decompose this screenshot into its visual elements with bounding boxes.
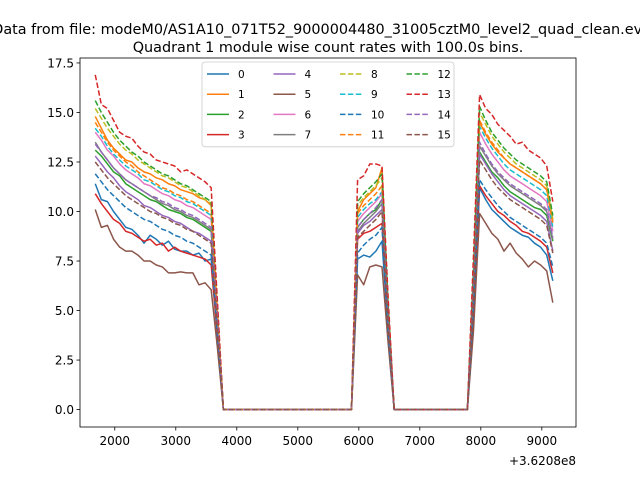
x-tick-label: 8000 <box>466 434 497 448</box>
figure-suptitle: Data from file: modeM0/AS1A10_071T52_900… <box>0 22 640 38</box>
series-line-3 <box>94 185 554 411</box>
x-offset-text: +3.6208e8 <box>509 454 576 468</box>
series-layer <box>94 74 554 411</box>
legend-box <box>201 61 455 148</box>
x-tick-label: 3000 <box>161 434 192 448</box>
series-line-10 <box>94 173 554 411</box>
legend-label-3: 3 <box>238 130 245 142</box>
y-tick-label: 15.0 <box>47 106 74 120</box>
legend-label-1: 1 <box>238 89 245 101</box>
x-tick-label: 7000 <box>405 434 436 448</box>
x-tick-label: 9000 <box>527 434 558 448</box>
y-tick-label: 0.0 <box>55 403 74 417</box>
legend-label-11: 11 <box>371 130 384 142</box>
plot-frame <box>79 57 577 428</box>
y-tick-label: 10.0 <box>47 205 74 219</box>
legend-label-14: 14 <box>438 109 452 121</box>
legend-label-7: 7 <box>305 130 312 142</box>
y-tick-label: 7.5 <box>55 254 74 268</box>
legend-label-8: 8 <box>371 69 378 81</box>
y-tick-label: 12.5 <box>47 155 74 169</box>
legend-label-4: 4 <box>305 69 312 81</box>
x-tick-label: 5000 <box>283 434 314 448</box>
x-tick-label: 6000 <box>344 434 375 448</box>
series-line-14 <box>94 141 554 411</box>
series-line-8 <box>94 108 554 411</box>
series-line-5 <box>94 209 554 411</box>
legend-label-2: 2 <box>238 109 245 121</box>
series-line-2 <box>94 149 554 411</box>
y-tick-label: 5.0 <box>55 304 74 318</box>
legend-label-0: 0 <box>238 69 245 81</box>
legend-label-5: 5 <box>305 89 312 101</box>
legend-label-6: 6 <box>305 109 312 121</box>
series-line-7 <box>94 141 554 411</box>
legend-label-10: 10 <box>371 109 384 121</box>
axes-layer: 2000 3000 4000 5000 6000 7000 8000 9000 0.0 2.5 5.… <box>47 56 577 448</box>
legend-label-15: 15 <box>438 130 451 142</box>
y-tick-label: 17.5 <box>47 56 74 70</box>
legend-label-13: 13 <box>438 89 451 101</box>
chart-title: Quadrant 1 module wise count rates with … <box>133 40 524 56</box>
x-tick-label: 2000 <box>100 434 131 448</box>
y-tick-label: 2.5 <box>55 353 74 367</box>
legend-label-9: 9 <box>371 89 378 101</box>
series-line-11 <box>94 119 554 411</box>
legend-label-12: 12 <box>438 69 451 81</box>
series-line-15 <box>94 159 554 411</box>
x-tick-label: 4000 <box>222 434 253 448</box>
